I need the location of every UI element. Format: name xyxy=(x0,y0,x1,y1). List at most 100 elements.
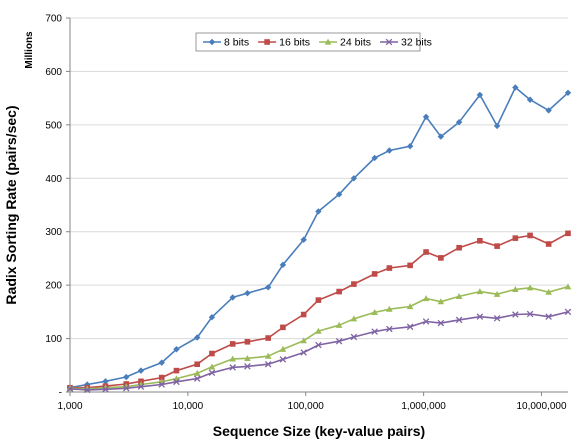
data-point xyxy=(456,244,462,251)
data-point xyxy=(193,375,201,382)
x-axis-title: Sequence Size (key-value pairs) xyxy=(213,423,425,439)
y-tick-label: 600 xyxy=(45,67,62,78)
data-point xyxy=(264,360,272,368)
data-point xyxy=(545,241,552,247)
data-point xyxy=(122,385,130,392)
data-point xyxy=(158,374,165,381)
data-point xyxy=(66,385,74,393)
data-point xyxy=(455,118,463,126)
x-tick-labels: 1,000 10,000 100,000 1,000,000 10,000,000 xyxy=(57,392,567,412)
series-layer xyxy=(66,84,572,394)
data-point xyxy=(315,297,322,303)
x-tick-label: 10,000,000 xyxy=(516,401,566,412)
data-point xyxy=(123,373,130,381)
data-point xyxy=(493,315,501,322)
data-point xyxy=(229,355,236,362)
data-point xyxy=(315,327,322,334)
data-point xyxy=(244,363,251,370)
data-point xyxy=(512,286,519,293)
data-point xyxy=(209,350,215,357)
y-tick-labels: - 100 200 300 400 500 600 700 xyxy=(45,14,70,399)
data-point xyxy=(371,308,378,315)
data-point xyxy=(527,232,533,239)
data-point xyxy=(422,295,430,302)
legend-label: 8 bits xyxy=(224,37,249,49)
y-tick-label: 100 xyxy=(45,334,62,345)
data-point xyxy=(264,284,272,291)
data-point xyxy=(422,318,430,325)
data-point xyxy=(158,359,165,366)
data-point xyxy=(564,283,572,290)
data-point xyxy=(494,243,500,249)
data-point xyxy=(279,345,287,352)
data-point xyxy=(173,367,180,374)
legend: 8 bits 16 bits 24 bits 32 bits xyxy=(195,32,432,52)
data-point xyxy=(350,333,358,341)
data-point xyxy=(476,288,484,295)
data-point xyxy=(279,356,287,363)
data-point xyxy=(476,91,484,99)
data-point xyxy=(493,290,501,297)
data-point xyxy=(244,289,251,297)
data-point xyxy=(437,298,445,305)
data-point xyxy=(229,364,236,371)
series-line-32-bits xyxy=(69,311,569,391)
data-point xyxy=(455,316,463,324)
y-tick-label: 400 xyxy=(45,174,62,185)
y-tick-label: 700 xyxy=(45,14,62,25)
data-point xyxy=(229,341,236,347)
data-point xyxy=(512,84,519,91)
legend-item: 24 bits xyxy=(319,37,371,49)
data-point xyxy=(350,175,358,182)
data-point xyxy=(158,381,165,388)
data-point xyxy=(437,133,445,140)
data-point xyxy=(406,303,414,310)
data-point xyxy=(526,310,534,318)
series-32-bits xyxy=(66,308,572,394)
gridlines xyxy=(70,17,568,340)
series-line-16-bits xyxy=(70,232,569,389)
data-point xyxy=(406,143,414,150)
legend-box xyxy=(195,32,421,52)
x-tick-label: 100,000 xyxy=(288,401,325,412)
legend-marker xyxy=(324,38,332,45)
data-point xyxy=(386,265,393,271)
data-point xyxy=(407,262,413,269)
data-point xyxy=(300,337,307,344)
legend-marker xyxy=(208,38,216,46)
data-point xyxy=(512,311,519,318)
data-point xyxy=(244,338,251,345)
data-point xyxy=(336,288,342,295)
legend-label: 24 bits xyxy=(340,37,371,49)
y-tick-label: 300 xyxy=(45,227,62,238)
legend-item: 8 bits xyxy=(203,37,249,49)
data-point xyxy=(512,235,519,241)
data-point xyxy=(264,352,272,359)
data-point xyxy=(493,122,501,130)
data-point xyxy=(565,230,571,237)
y-tick-label: 200 xyxy=(45,281,62,292)
data-point xyxy=(437,319,445,327)
data-point xyxy=(193,369,201,376)
y-unit-label: Millions xyxy=(24,31,35,69)
data-point xyxy=(438,255,444,261)
data-point xyxy=(244,354,251,361)
legend-label: 16 bits xyxy=(279,37,310,49)
data-point xyxy=(300,311,307,318)
y-tick-label: 500 xyxy=(45,120,62,131)
data-point xyxy=(423,249,429,255)
data-point xyxy=(300,236,307,243)
data-point xyxy=(173,346,180,353)
data-point xyxy=(477,237,483,244)
data-point xyxy=(351,281,357,287)
data-point xyxy=(564,89,572,96)
data-point xyxy=(335,191,343,198)
data-point xyxy=(194,334,201,341)
data-point xyxy=(422,113,430,121)
y-axis-title: Radix Sorting Rate (pairs/sec) xyxy=(3,105,19,304)
data-point xyxy=(371,271,378,277)
data-point xyxy=(102,386,109,393)
x-tick-label: 1,000 xyxy=(57,401,82,412)
data-point xyxy=(208,314,216,321)
legend-item: 16 bits xyxy=(258,37,310,49)
